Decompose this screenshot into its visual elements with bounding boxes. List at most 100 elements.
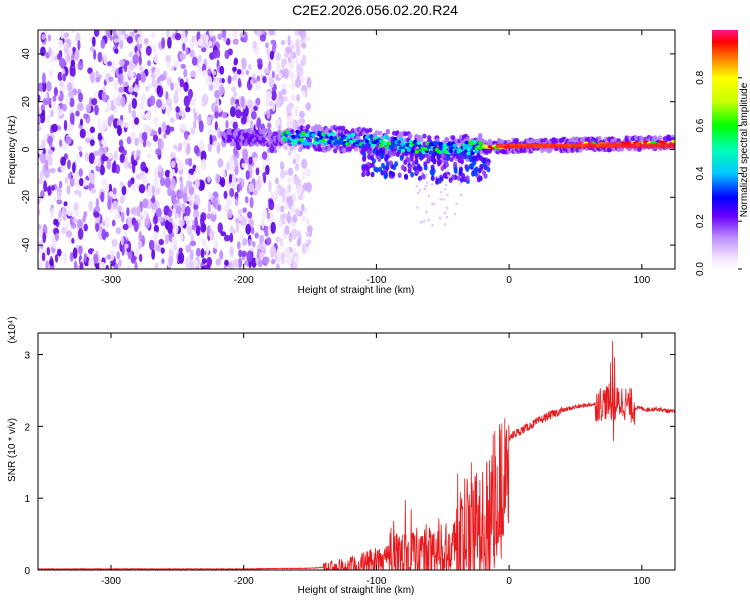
spectrogram-ridge-halo: [229, 141, 234, 147]
spectrogram-tail-cell: [443, 187, 447, 191]
spectrogram-noise-cell: [280, 69, 286, 75]
spectrogram-noise-cell: [41, 252, 46, 262]
spectrogram-noise-cell: [262, 208, 268, 219]
spectrogram-noise-cell: [198, 120, 204, 133]
spectrogram-y-ticks: -40 -20 0 20 40: [21, 48, 675, 252]
spectrogram-noise-cell: [239, 32, 246, 38]
spectrogram-ridge-spread: [370, 171, 375, 178]
spectrogram-noise-cell: [120, 235, 124, 246]
spectrogram-ridge-core: [432, 140, 437, 145]
spectrogram-tail-cell: [446, 169, 450, 173]
spectrogram-noise-cell: [265, 42, 269, 49]
spectrogram-noise-cell: [179, 52, 186, 61]
spectrogram-ridge-spread: [479, 165, 484, 171]
spectrogram-noise-cell: [161, 101, 166, 111]
spectrogram-noise-cell: [267, 157, 272, 168]
spectrogram-noise-cell: [56, 248, 62, 257]
spectrogram-noise-cell: [39, 170, 44, 180]
spectrogram-noise-cell: [217, 158, 224, 168]
spectrogram-noise-cell: [148, 82, 154, 89]
spectrogram-noise-cell: [256, 75, 261, 82]
spectrogram-noise-cell: [294, 78, 302, 88]
spectrogram-x-tick-label: 0: [506, 275, 512, 286]
spectrogram-ridge-core: [386, 141, 392, 146]
spectrogram-ridge-spread: [457, 157, 462, 164]
spectrogram-noise-cell: [241, 57, 247, 70]
spectrogram-ridge-spread: [465, 175, 470, 181]
spectrogram-ridge-spread: [453, 161, 458, 168]
snr-frame: [37, 332, 676, 571]
spectrogram-noise-cell: [150, 32, 156, 39]
spectrogram-noise-cell: [74, 49, 80, 61]
spectrogram-noise-cell: [45, 260, 49, 269]
spectrogram-noise-cell: [40, 46, 46, 57]
spectrogram-ridge-band: [495, 143, 675, 149]
spectrogram-noise-cell: [287, 184, 292, 193]
spectrogram-noise-cell: [127, 216, 134, 229]
spectrogram-noise-cell: [178, 110, 184, 117]
spectrogram-noise-cell: [223, 190, 228, 199]
spectrogram-noise-cell: [165, 54, 172, 63]
spectrogram-noise-cell: [48, 46, 52, 57]
spectrogram-noise-cell: [288, 70, 293, 79]
spectrogram-noise-cell: [128, 85, 134, 93]
spectrogram-noise-cell: [78, 177, 84, 187]
spectrogram-noise-cell: [172, 196, 177, 204]
spectrogram-noise-cell: [93, 211, 100, 218]
spectrogram-noise-cell: [49, 258, 54, 267]
spectrogram-ridge-core: [440, 149, 445, 154]
spectrogram-noise-cell: [164, 234, 170, 244]
spectrogram-ridge-spread: [414, 154, 419, 161]
spectrogram-noise-cell: [197, 54, 203, 64]
spectrogram-noise-cell: [248, 156, 253, 165]
spectrogram-noise-cell: [300, 74, 305, 84]
spectrogram-noise-cell: [128, 103, 132, 115]
spectrogram-noise-cell: [126, 36, 134, 44]
spectrogram-tail-cell: [460, 164, 463, 167]
spectrogram-noise-cell: [268, 30, 274, 36]
spectrogram-noise-cell: [213, 239, 219, 250]
spectrogram-noise-cell: [111, 161, 117, 173]
spectrogram-noise-cell: [170, 82, 174, 91]
spectrogram-noise-cell: [198, 140, 205, 151]
spectrogram-ridge-spread: [425, 152, 430, 159]
spectrogram-noise-cell: [124, 60, 130, 66]
spectrogram-y-axis-label: Frequency (Hz): [7, 116, 18, 185]
spectrogram-noise-cell: [166, 76, 173, 86]
spectrogram-ridge-core: [360, 144, 366, 149]
spectrogram-noise-cell: [232, 258, 239, 268]
spectrogram-noise-cell: [195, 247, 201, 257]
spectrogram-noise-cell: [245, 170, 250, 180]
spectrogram-ridge-spread: [391, 171, 396, 178]
spectrogram-noise-cell: [225, 120, 229, 129]
spectrogram-noise-cell: [97, 132, 102, 141]
spectrogram-noise-cell: [38, 240, 41, 249]
spectrogram-noise-cell: [279, 205, 285, 213]
spectrogram-noise-cell: [268, 180, 272, 193]
spectrogram-noise-cell: [84, 151, 89, 162]
spectrogram-noise-cell: [259, 251, 264, 259]
spectrogram-noise-cell: [180, 233, 184, 243]
spectrogram-noise-cell: [143, 209, 148, 219]
spectrogram-noise-cell: [118, 59, 125, 67]
spectrogram-y-tick-label: 0: [21, 146, 32, 152]
spectrogram-noise-cell: [94, 104, 99, 116]
spectrogram-ridge-core: [291, 135, 296, 140]
spectrogram-ridge-spread: [482, 161, 487, 168]
spectrogram-noise-cell: [69, 97, 75, 108]
spectrogram-noise-cell: [106, 254, 111, 260]
spectrogram-ridge-halo: [264, 128, 269, 134]
spectrogram-noise-cell: [202, 207, 207, 213]
spectrogram-noise-cell: [207, 175, 211, 183]
spectrogram-noise-cell: [166, 97, 173, 107]
spectrogram-noise-cell: [127, 180, 132, 188]
spectrogram-noise-cell: [295, 208, 300, 215]
spectrogram-noise-cell: [168, 255, 174, 267]
spectrogram-noise-cell: [88, 200, 94, 212]
spectrogram-noise-cell: [188, 157, 193, 167]
spectrogram-tail-cell: [439, 190, 443, 194]
spectrogram-noise-cell: [186, 142, 191, 155]
spectrogram-noise-cell: [138, 55, 142, 66]
spectrogram-noise-cell: [275, 204, 281, 213]
spectrogram-noise-cell: [108, 190, 114, 197]
